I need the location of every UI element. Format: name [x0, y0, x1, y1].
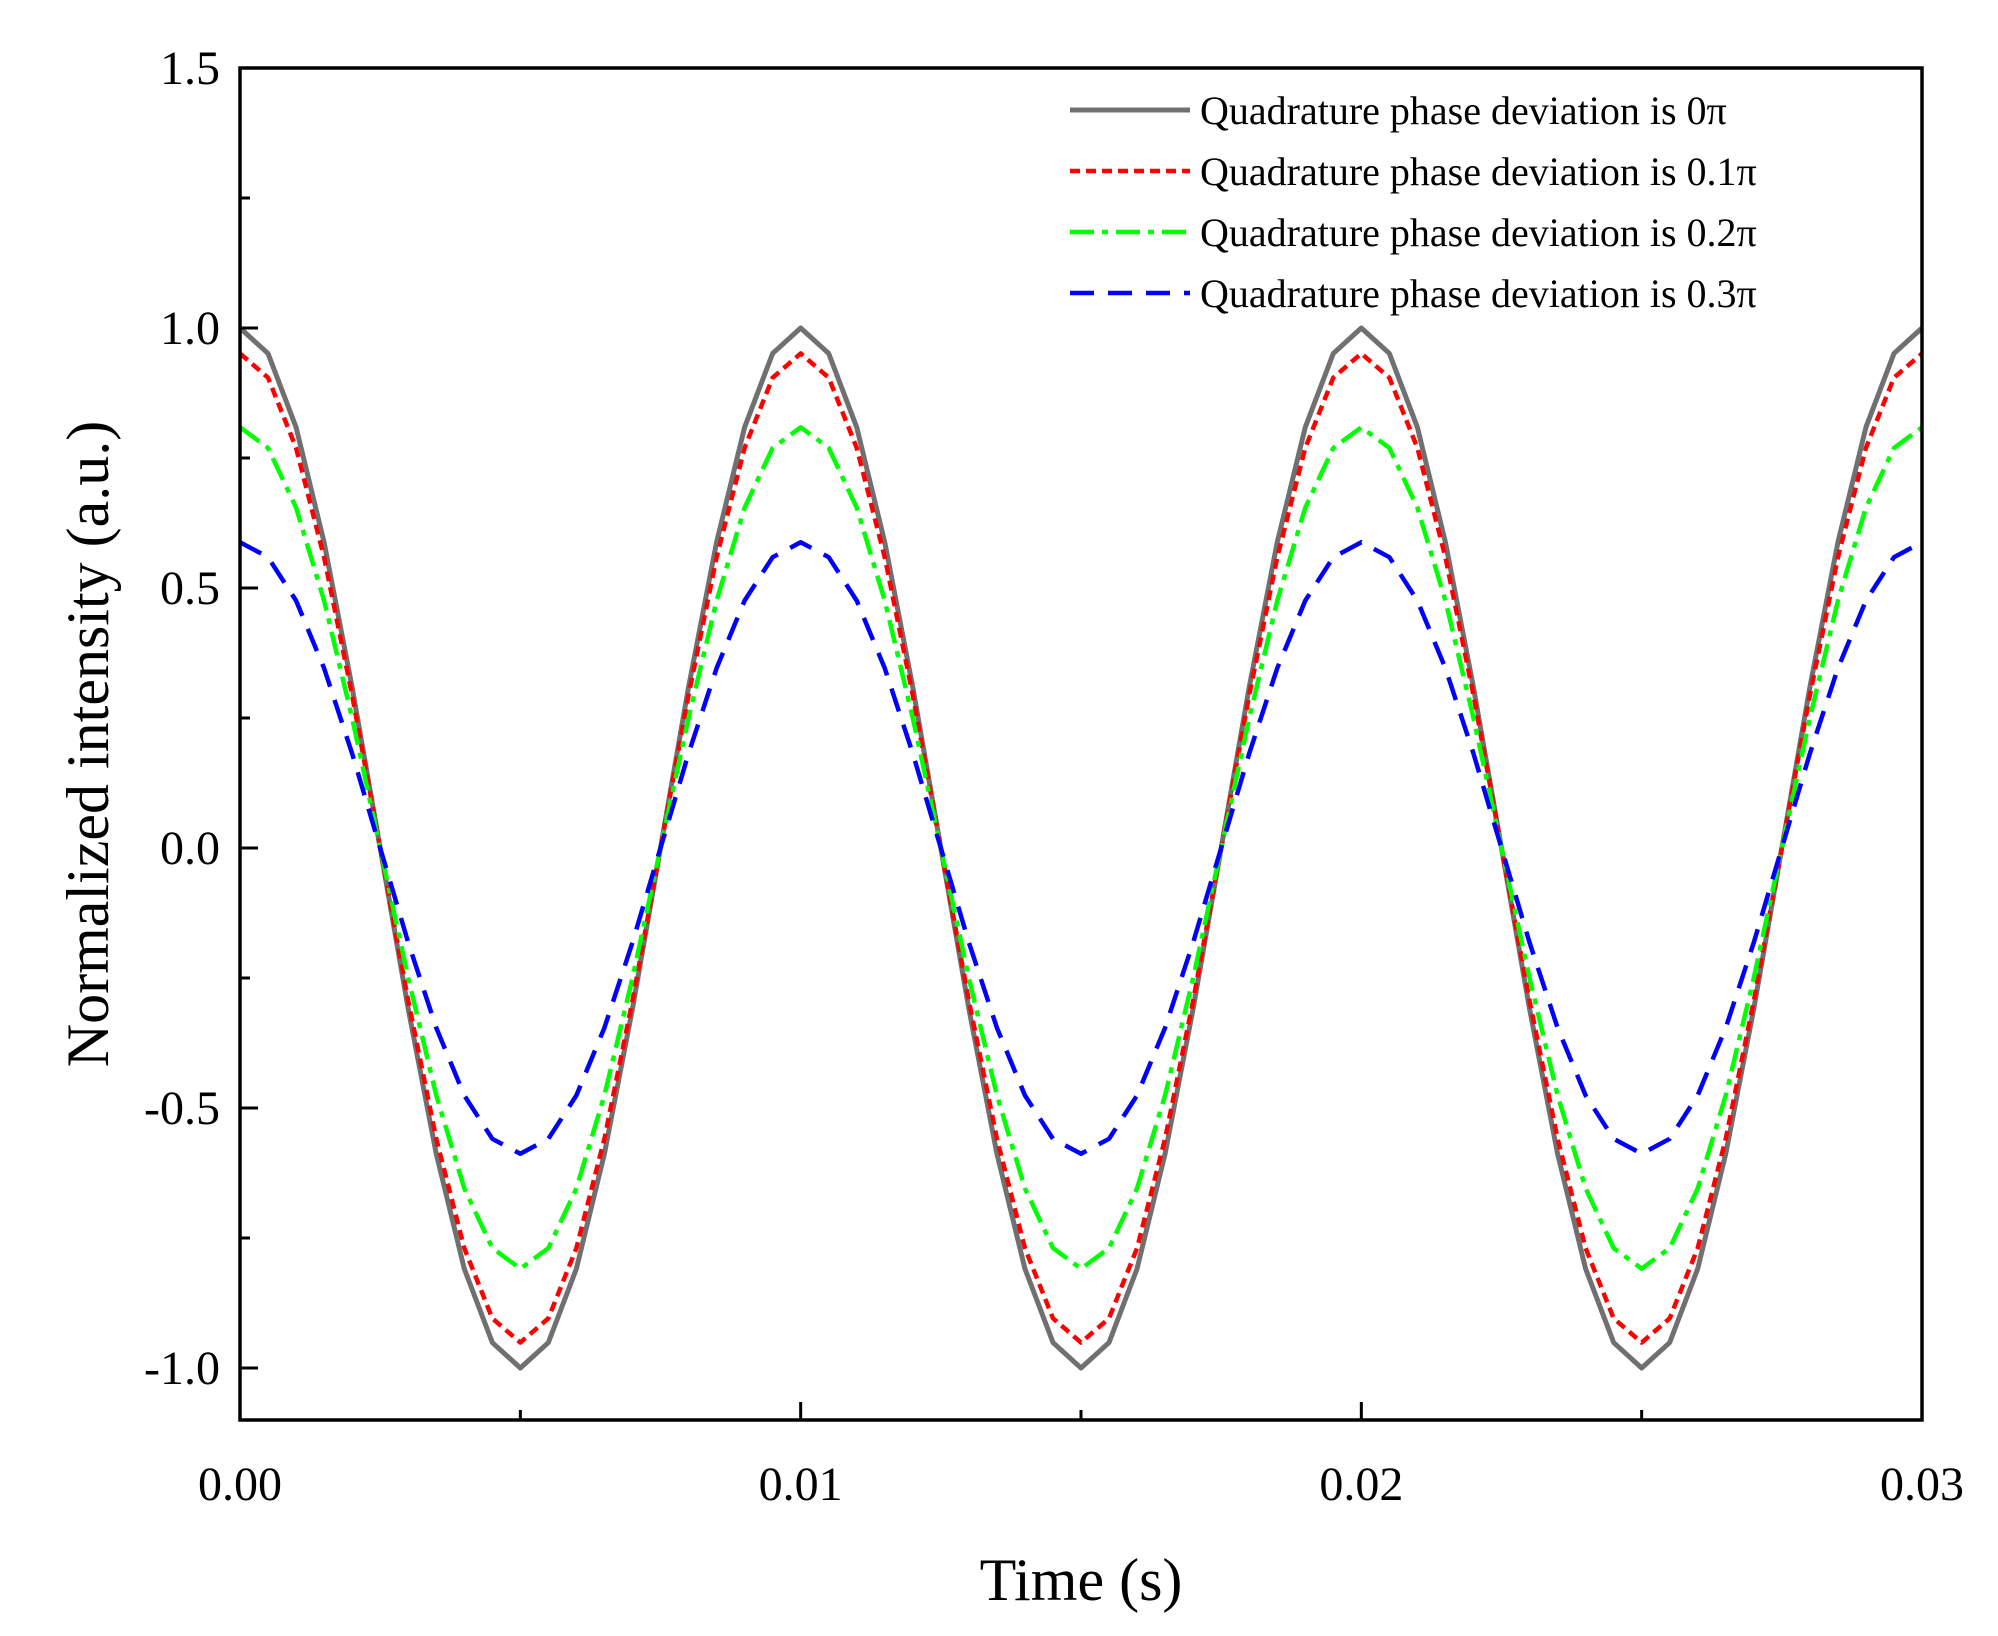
series-line-2 — [238, 425, 1924, 1271]
x-tick-label: 0.00 — [198, 1458, 282, 1511]
legend-label: Quadrature phase deviation is 0.3π — [1200, 271, 1757, 316]
legend-label: Quadrature phase deviation is 0π — [1200, 88, 1727, 133]
y-tick-label: -0.5 — [144, 1082, 220, 1135]
axis-ticks: 0.00 0.01 0.02 0.03 -1.0 -0.5 0.0 0.5 1.0 1.5 — [144, 42, 1964, 1511]
x-tick-label: 0.03 — [1880, 1458, 1964, 1511]
series-layer — [238, 325, 1924, 1371]
y-tick-label: 0.0 — [160, 822, 220, 875]
legend-label: Quadrature phase deviation is 0.1π — [1200, 149, 1757, 194]
y-axis-title: Normalized intensity (a.u.) — [55, 421, 121, 1067]
x-tick-label: 0.02 — [1319, 1458, 1403, 1511]
y-tick-label: 1.0 — [160, 302, 220, 355]
x-tick-label: 0.01 — [759, 1458, 843, 1511]
y-tick-label: 1.5 — [160, 42, 220, 95]
series-line-3 — [238, 539, 1924, 1157]
x-axis-title: Time (s) — [980, 1547, 1183, 1613]
y-tick-label: 0.5 — [160, 562, 220, 615]
y-tick-label: -1.0 — [144, 1342, 220, 1395]
series-line-1 — [238, 351, 1924, 1345]
legend-label: Quadrature phase deviation is 0.2π — [1200, 210, 1757, 255]
legend: Quadrature phase deviation is 0π Quadratu… — [1070, 88, 1757, 316]
series-line-0 — [238, 325, 1924, 1371]
